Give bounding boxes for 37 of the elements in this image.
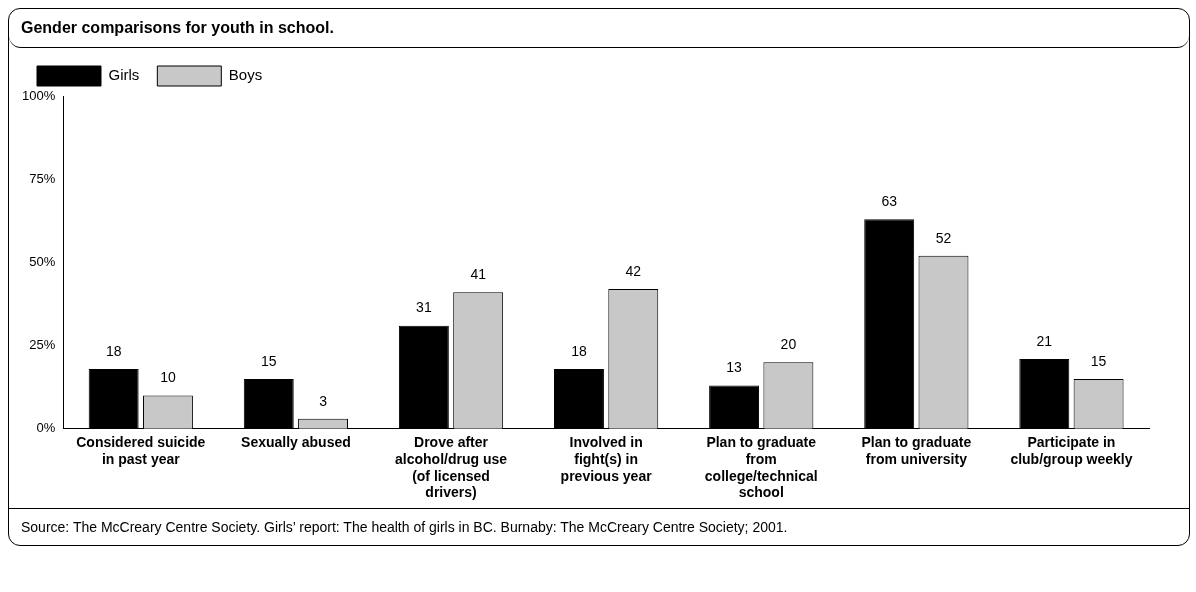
bar bbox=[1019, 358, 1070, 429]
x-tick-label: Sexually abused bbox=[241, 434, 351, 451]
y-tick-label: 100% bbox=[22, 87, 56, 103]
y-tick-label: 0% bbox=[36, 420, 56, 436]
data-label: 18 bbox=[571, 342, 587, 359]
bar bbox=[88, 368, 139, 429]
data-label: 52 bbox=[935, 229, 952, 246]
data-label: 41 bbox=[470, 266, 487, 283]
x-tick-label: Participate in club/group weekly bbox=[1010, 434, 1133, 467]
data-label: 13 bbox=[726, 359, 743, 376]
data-label: 15 bbox=[260, 352, 277, 369]
data-label: 31 bbox=[416, 299, 432, 316]
y-tick-label: 50% bbox=[29, 253, 56, 269]
y-tick-label: 25% bbox=[29, 337, 56, 353]
data-label: 3 bbox=[319, 392, 328, 409]
chart-title: Gender comparisons for youth in school. bbox=[9, 9, 1189, 48]
bar bbox=[243, 378, 294, 429]
x-tick-label: Involved in fight(s) in previous year bbox=[560, 434, 653, 484]
x-tick-label: Plan to graduate from college/technical school bbox=[704, 434, 818, 501]
x-tick-label: Plan to graduate from university bbox=[861, 434, 972, 467]
data-label: 21 bbox=[1036, 332, 1053, 349]
y-tick-label: 75% bbox=[29, 170, 56, 186]
source-note: Source: The McCreary Centre Society. Girls’ report: The health of girls in BC. Burnaby: The McCreary Centre Society; 2001. bbox=[21, 519, 789, 535]
x-tick-label: Considered suicide in past year bbox=[76, 434, 206, 467]
data-label: 10 bbox=[160, 369, 176, 386]
data-label: 15 bbox=[1090, 352, 1107, 369]
data-label: 20 bbox=[780, 336, 797, 353]
data-label: 18 bbox=[105, 342, 122, 359]
data-label: 63 bbox=[881, 193, 898, 209]
bar bbox=[398, 325, 449, 429]
legend-label: Girls bbox=[108, 66, 140, 84]
data-label: 42 bbox=[625, 262, 642, 279]
legend-label: Boys bbox=[228, 66, 263, 84]
bar bbox=[554, 368, 604, 429]
bar bbox=[864, 219, 915, 429]
bar bbox=[709, 385, 760, 429]
x-tick-label: Drove after alcohol/drug use (of licensed drivers) bbox=[395, 434, 508, 501]
